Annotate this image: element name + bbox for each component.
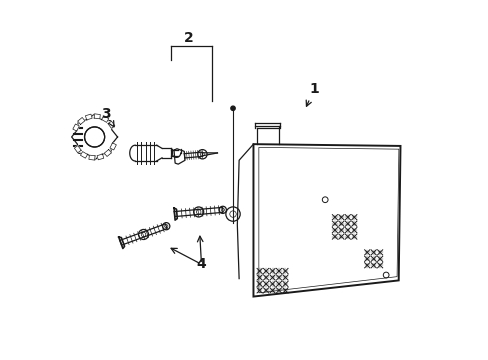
Polygon shape <box>104 149 111 157</box>
Polygon shape <box>73 124 79 131</box>
Circle shape <box>230 106 235 111</box>
Polygon shape <box>102 116 108 122</box>
Polygon shape <box>94 114 100 119</box>
Text: 4: 4 <box>196 257 206 271</box>
Polygon shape <box>78 117 85 125</box>
Polygon shape <box>108 121 115 128</box>
Polygon shape <box>89 155 95 160</box>
Text: 3: 3 <box>102 107 114 127</box>
Polygon shape <box>81 152 87 158</box>
Polygon shape <box>85 114 92 120</box>
Polygon shape <box>74 145 81 153</box>
Text: 1: 1 <box>305 82 319 106</box>
Text: 2: 2 <box>183 31 193 45</box>
Polygon shape <box>110 143 116 150</box>
Polygon shape <box>97 154 103 160</box>
Circle shape <box>84 127 104 147</box>
